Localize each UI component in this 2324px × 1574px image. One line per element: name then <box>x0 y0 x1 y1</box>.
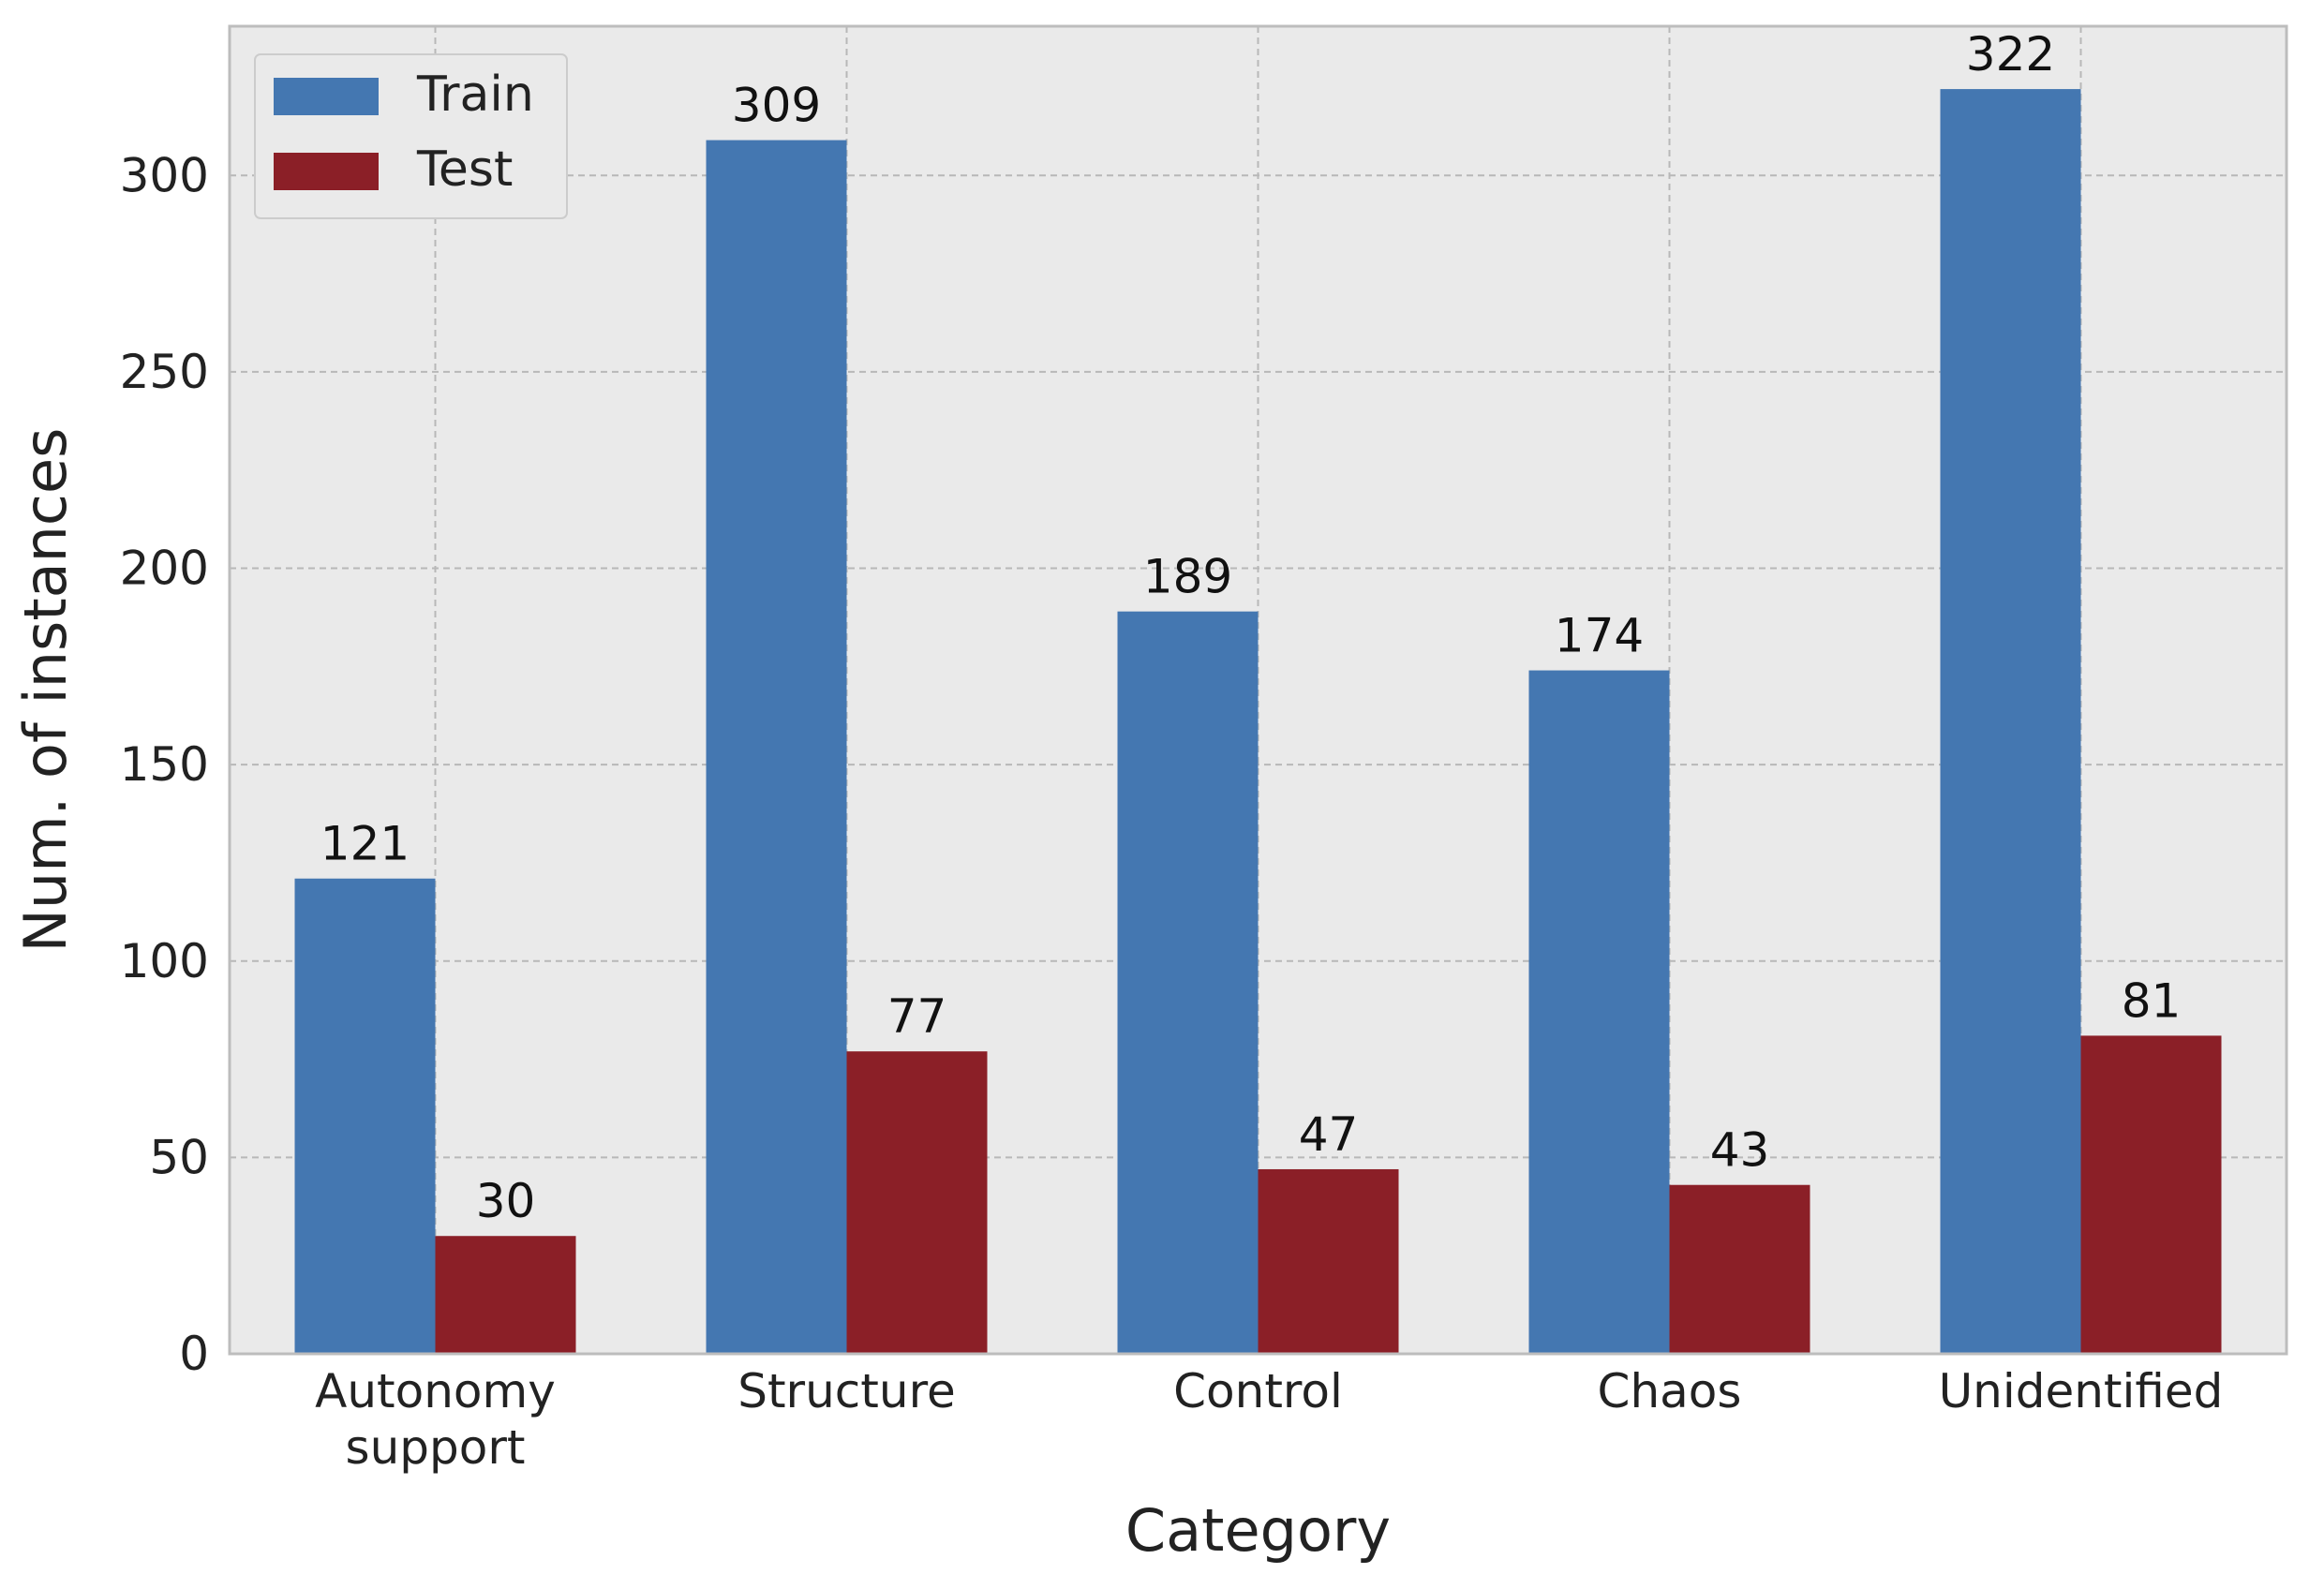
y-tick-label: 0 <box>179 1327 209 1381</box>
y-tick-label: 250 <box>120 345 209 399</box>
y-tick-labels: 0 50 100 150 200 250 300 <box>120 148 209 1381</box>
data-label: 77 <box>887 989 947 1044</box>
bar-train <box>1528 670 1670 1354</box>
bar-train <box>1940 89 2081 1355</box>
bars <box>294 89 2222 1355</box>
bar-train <box>706 140 847 1355</box>
data-label: 47 <box>1299 1107 1359 1162</box>
data-label: 322 <box>1966 27 2055 82</box>
x-tick-label: Structure <box>737 1364 956 1418</box>
bar-test <box>2080 1035 2222 1354</box>
bar-test <box>1258 1168 1399 1354</box>
bar-train <box>1117 611 1259 1354</box>
y-tick-label: 150 <box>120 737 209 792</box>
data-label: 309 <box>732 79 821 133</box>
legend-swatch-test <box>274 153 379 190</box>
legend-swatch-train <box>274 78 379 115</box>
y-axis-title: Num. of instances <box>11 428 80 953</box>
data-label: 174 <box>1555 609 1644 663</box>
x-tick-label: Chaos <box>1598 1364 1742 1418</box>
x-axis-title: Category <box>1125 1496 1391 1565</box>
x-tick-label: Unidentified <box>1939 1364 2224 1418</box>
bar-test <box>846 1051 988 1354</box>
y-tick-label: 50 <box>149 1130 209 1184</box>
y-tick-label: 200 <box>120 542 209 596</box>
legend-label-train: Train <box>416 67 534 123</box>
legend-label-test: Test <box>416 141 513 198</box>
x-tick-label: Autonomy <box>315 1364 556 1418</box>
plot-frame <box>228 24 2288 1356</box>
bar-test <box>1669 1184 1810 1354</box>
legend: Train Test <box>254 53 568 219</box>
data-label: 43 <box>1710 1123 1770 1178</box>
data-label: 30 <box>476 1174 536 1228</box>
x-tick-label: support <box>346 1420 526 1475</box>
y-tick-label: 100 <box>120 934 209 988</box>
bar-train <box>294 878 436 1354</box>
data-label: 121 <box>320 817 410 871</box>
x-tick-label: Control <box>1173 1364 1343 1418</box>
data-label: 81 <box>2122 973 2182 1028</box>
data-labels: 121 30 309 77 189 47 174 43 322 81 <box>320 27 2182 1228</box>
data-label: 189 <box>1143 550 1232 604</box>
y-tick-label: 300 <box>120 148 209 202</box>
bar-test <box>435 1236 576 1354</box>
